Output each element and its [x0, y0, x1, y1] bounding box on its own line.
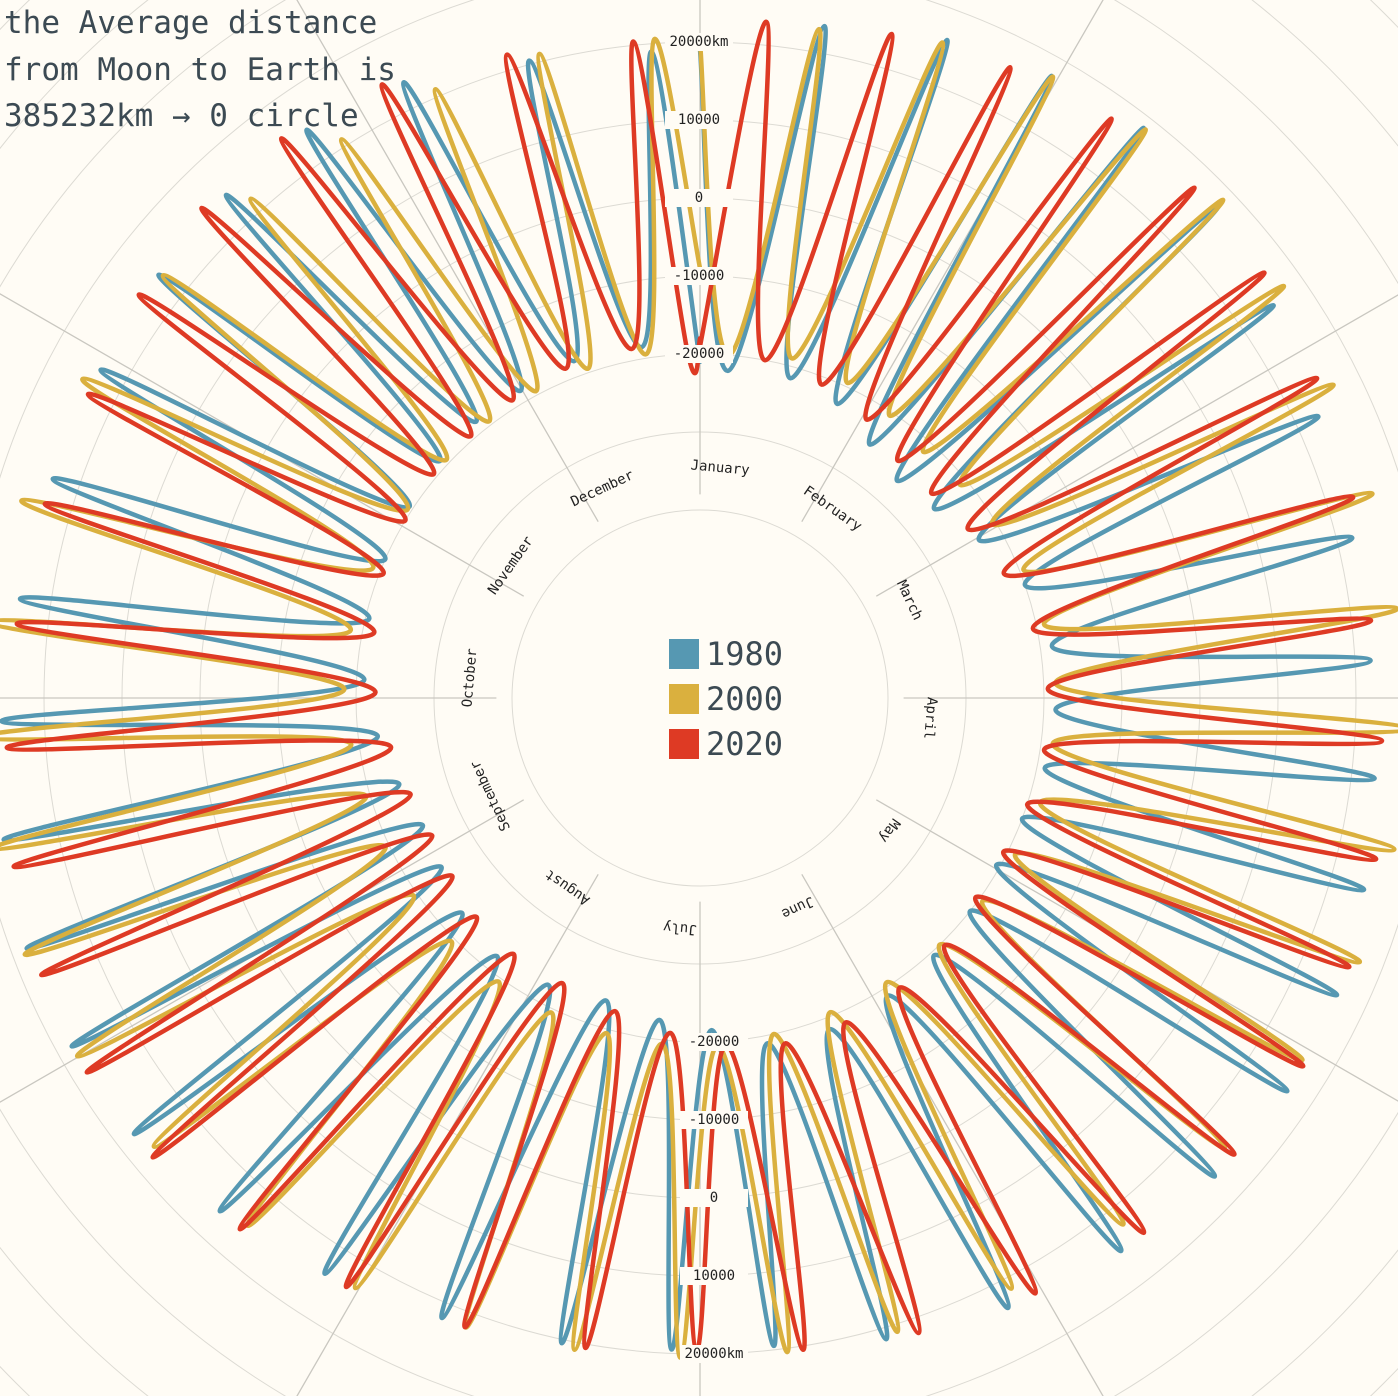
- month-spoke: [0, 799, 525, 1103]
- legend-label-2020: 2020: [706, 724, 784, 763]
- radial-tick-bottom-2: 0: [710, 1190, 718, 1206]
- legend: 1980 2000 2020: [669, 631, 783, 766]
- radial-tick-top-4: 20000km: [669, 34, 728, 50]
- tick-label-bg: [665, 111, 733, 129]
- month-label-june: June: [779, 893, 816, 922]
- tick-label-bg: [680, 1111, 748, 1129]
- radial-tick-bottom-3: 10000: [693, 1268, 735, 1284]
- legend-item-2020: 2020: [669, 721, 783, 766]
- radial-tick-top-0: -20000: [674, 346, 725, 362]
- month-label-july: July: [662, 919, 697, 938]
- tick-label-bg: [680, 1345, 748, 1363]
- legend-swatch-2000: [669, 683, 699, 714]
- legend-label-2000: 2000: [706, 679, 784, 718]
- legend-swatch-1980: [669, 638, 699, 669]
- month-label-march: March: [893, 578, 925, 623]
- radial-tick-top-3: 10000: [678, 112, 720, 128]
- month-spoke: [296, 0, 599, 523]
- radial-tick-bottom-1: -10000: [689, 1112, 740, 1128]
- tick-label-bg: [665, 33, 733, 51]
- legend-label-1980: 1980: [706, 634, 784, 673]
- series-line-2000: [0, 26, 1398, 1360]
- radial-tick-bottom-4: 20000km: [684, 1346, 743, 1362]
- title-line-2: from Moon to Earth is: [4, 51, 396, 88]
- chart-title: the Average distance from Moon to Earth …: [4, 0, 396, 140]
- tick-label-bg: [680, 1033, 748, 1051]
- radial-tick-top-2: 0: [695, 190, 703, 206]
- title-line-3: 385232km → 0 circle: [4, 98, 359, 134]
- tick-label-bg: [680, 1267, 748, 1285]
- month-label-january: January: [690, 457, 750, 478]
- tick-label-bg: [665, 267, 733, 285]
- grid-circle: [511, 509, 889, 887]
- legend-swatch-2020: [669, 728, 699, 759]
- month-label-may: May: [875, 815, 903, 845]
- title-line-1: the Average distance: [4, 5, 378, 41]
- legend-item-1980: 1980: [669, 631, 783, 676]
- month-label-august: August: [542, 866, 593, 908]
- radial-tick-top-1: -10000: [674, 268, 725, 284]
- tick-label-bg: [680, 1189, 748, 1207]
- month-label-october: October: [459, 648, 480, 708]
- legend-item-2000: 2000: [669, 676, 783, 721]
- month-label-september: September: [467, 758, 514, 834]
- month-spoke: [875, 799, 1398, 1102]
- tick-label-bg: [665, 345, 733, 363]
- tick-label-bg: [665, 189, 733, 207]
- radial-tick-bottom-0: -20000: [689, 1034, 740, 1050]
- month-label-april: April: [920, 696, 940, 739]
- month-spoke: [801, 873, 1104, 1396]
